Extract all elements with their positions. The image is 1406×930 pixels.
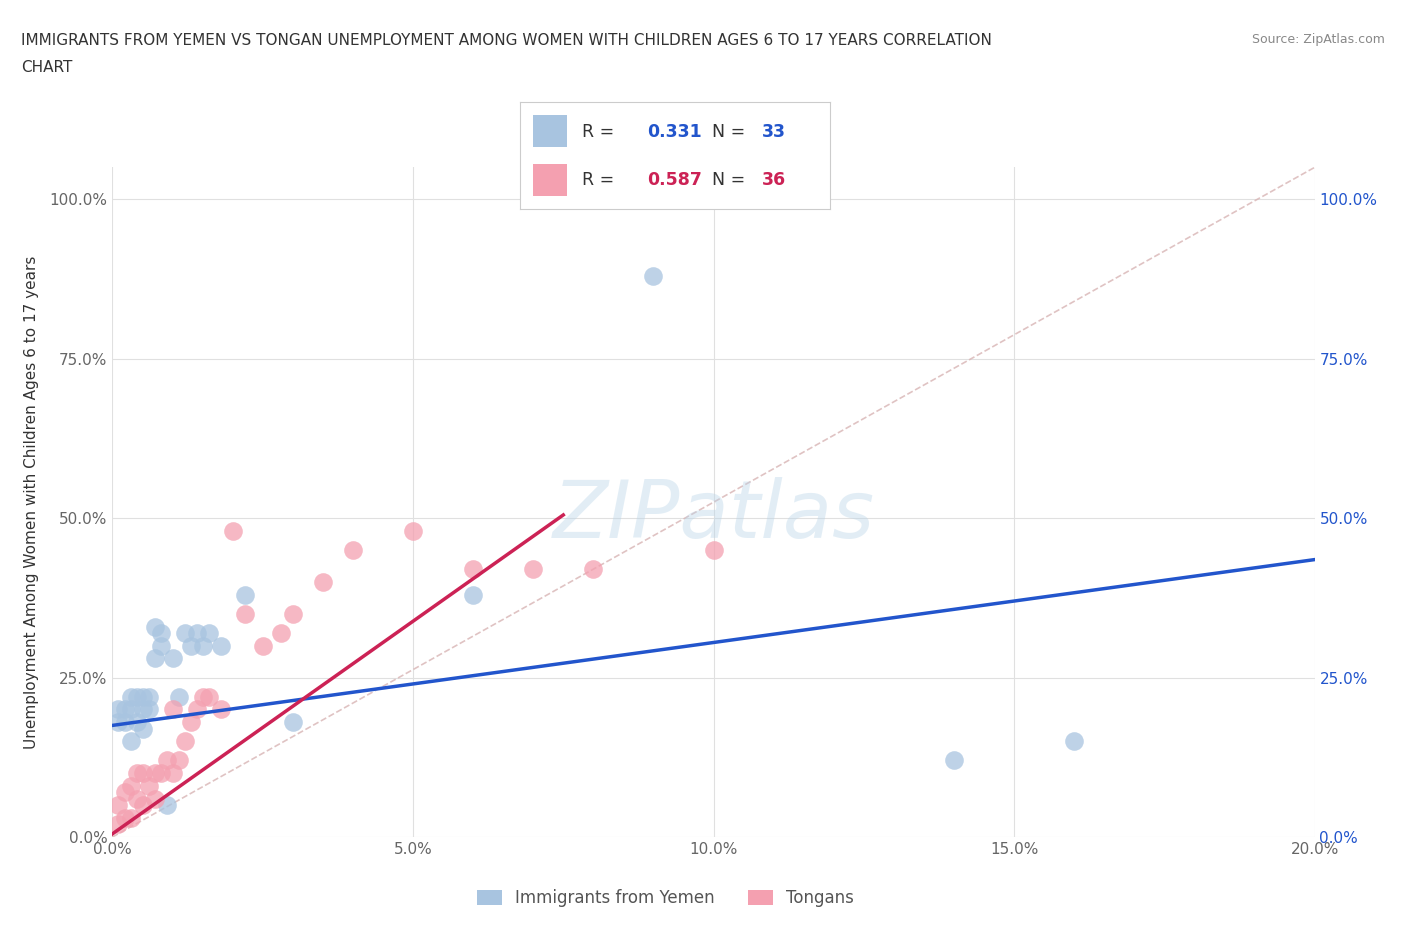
Point xyxy=(107,702,129,717)
Point xyxy=(107,817,129,831)
Point xyxy=(162,651,184,666)
Point xyxy=(1063,734,1085,749)
Point xyxy=(209,638,232,653)
Point xyxy=(149,765,172,780)
Point xyxy=(186,626,208,641)
Point xyxy=(191,689,214,704)
Point xyxy=(186,702,208,717)
Point xyxy=(312,575,335,590)
Point xyxy=(125,765,148,780)
Point xyxy=(138,702,160,717)
Point xyxy=(114,810,136,825)
Point xyxy=(162,765,184,780)
Point xyxy=(191,638,214,653)
Text: R =: R = xyxy=(582,123,620,140)
Point xyxy=(138,778,160,793)
Point xyxy=(173,626,195,641)
Point xyxy=(342,542,364,557)
Point xyxy=(107,798,129,813)
Point xyxy=(120,734,142,749)
Point xyxy=(114,715,136,730)
Point xyxy=(281,606,304,621)
Point xyxy=(125,715,148,730)
Text: 36: 36 xyxy=(762,171,786,189)
Point xyxy=(461,562,484,577)
Point xyxy=(125,791,148,806)
Text: N =: N = xyxy=(711,123,751,140)
Point xyxy=(120,810,142,825)
Point xyxy=(131,689,153,704)
Point xyxy=(131,798,153,813)
Point xyxy=(942,753,965,768)
Point xyxy=(233,587,256,602)
Point xyxy=(149,638,172,653)
Point xyxy=(281,715,304,730)
Point xyxy=(233,606,256,621)
Point xyxy=(114,702,136,717)
Point xyxy=(131,721,153,736)
Point xyxy=(167,753,190,768)
Point xyxy=(149,626,172,641)
Point xyxy=(138,689,160,704)
Point xyxy=(582,562,605,577)
Point xyxy=(167,689,190,704)
Point xyxy=(143,619,166,634)
Point xyxy=(643,269,665,284)
Text: 0.331: 0.331 xyxy=(647,123,702,140)
Point xyxy=(131,702,153,717)
Point xyxy=(120,778,142,793)
Text: N =: N = xyxy=(711,171,751,189)
Legend: Immigrants from Yemen, Tongans: Immigrants from Yemen, Tongans xyxy=(468,881,862,916)
Point xyxy=(270,626,292,641)
Point xyxy=(155,753,177,768)
Point xyxy=(461,587,484,602)
Point xyxy=(143,651,166,666)
Point xyxy=(522,562,544,577)
Point xyxy=(120,702,142,717)
Text: 0.587: 0.587 xyxy=(647,171,702,189)
Point xyxy=(125,689,148,704)
FancyBboxPatch shape xyxy=(533,165,567,196)
Point xyxy=(209,702,232,717)
Y-axis label: Unemployment Among Women with Children Ages 6 to 17 years: Unemployment Among Women with Children A… xyxy=(24,256,38,749)
Point xyxy=(131,765,153,780)
Point xyxy=(107,715,129,730)
Text: 33: 33 xyxy=(762,123,786,140)
Point xyxy=(197,689,219,704)
Point xyxy=(180,715,202,730)
Point xyxy=(252,638,274,653)
Text: CHART: CHART xyxy=(21,60,73,75)
Point xyxy=(143,791,166,806)
Point xyxy=(162,702,184,717)
Text: ZIPatlas: ZIPatlas xyxy=(553,476,875,554)
Text: IMMIGRANTS FROM YEMEN VS TONGAN UNEMPLOYMENT AMONG WOMEN WITH CHILDREN AGES 6 TO: IMMIGRANTS FROM YEMEN VS TONGAN UNEMPLOY… xyxy=(21,33,993,47)
Point xyxy=(702,542,725,557)
Point xyxy=(114,785,136,800)
Point xyxy=(222,524,245,538)
Text: R =: R = xyxy=(582,171,620,189)
Point xyxy=(197,626,219,641)
Point xyxy=(143,765,166,780)
FancyBboxPatch shape xyxy=(533,115,567,147)
Point xyxy=(173,734,195,749)
Text: Source: ZipAtlas.com: Source: ZipAtlas.com xyxy=(1251,33,1385,46)
Point xyxy=(402,524,425,538)
Point xyxy=(120,689,142,704)
Point xyxy=(180,638,202,653)
Point xyxy=(155,798,177,813)
